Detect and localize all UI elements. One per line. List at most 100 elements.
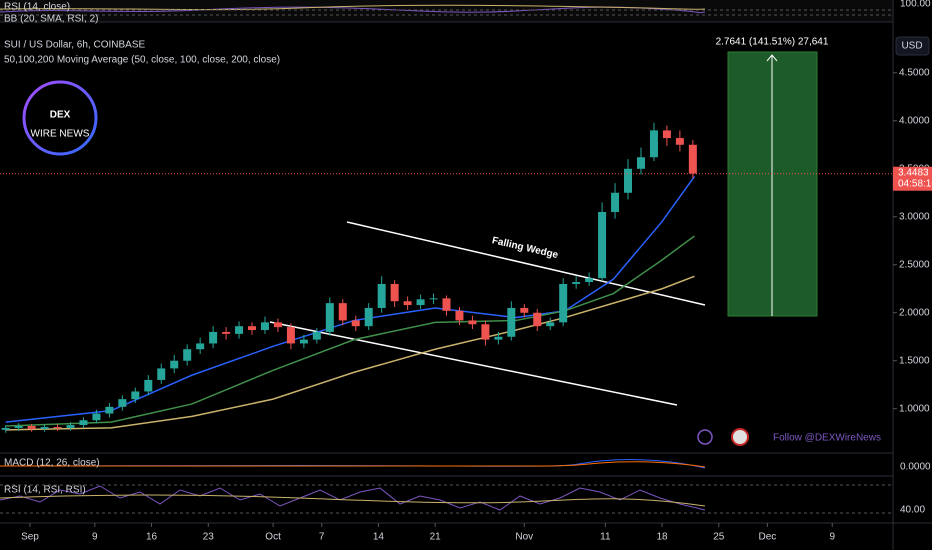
x-tick-label: Oct [265, 532, 281, 543]
icon [697, 429, 713, 445]
candle-body [209, 331, 218, 344]
macd-label: MACD (12, 26, close) [4, 458, 100, 469]
macd-line [0, 459, 706, 469]
rsi-label: RSI (14, RSI, RSI) [4, 485, 86, 496]
candle-body [53, 426, 62, 428]
x-tick-label: 9 [92, 532, 98, 543]
y-tick-label: 1.5000 [899, 355, 930, 366]
rsi-line [0, 485, 706, 511]
candle-body [662, 130, 671, 139]
candle-body [364, 307, 373, 327]
candle-body [144, 379, 153, 392]
x-tick-label: 25 [713, 532, 725, 543]
candle-body [248, 326, 257, 331]
candle-body [559, 283, 568, 323]
icon [731, 428, 749, 446]
candle-body [222, 331, 231, 334]
logo-ring [22, 80, 98, 156]
candle-body [649, 130, 658, 158]
candle-body [675, 138, 684, 145]
wedge-lower [269, 321, 678, 406]
candle-body [118, 399, 127, 407]
y-tick-label: 2.0000 [899, 307, 930, 318]
rsi-axis: 40.00 [900, 505, 925, 516]
candle-body [403, 301, 412, 306]
follow-text: Follow @DEXWireNews [773, 433, 881, 444]
candle-body [442, 298, 451, 311]
candle-body [585, 278, 594, 283]
candle-body [196, 343, 205, 350]
candle-body [273, 322, 282, 328]
x-tick-label: 11 [600, 532, 611, 543]
logo-sub: WIRE NEWS [31, 129, 90, 140]
candle-body [312, 331, 321, 340]
candle-body [481, 324, 490, 340]
candle-body [66, 425, 75, 428]
x-tick-label: 21 [430, 532, 442, 543]
y-tick-label: 4.0000 [899, 115, 930, 126]
candle-body [286, 327, 295, 344]
last-price-box [893, 166, 932, 191]
wedge-upper [346, 221, 706, 306]
top-axis-label: 100.00 [900, 0, 931, 10]
ma-legend: 50,100,200 Moving Average (50, close, 10… [4, 55, 280, 66]
y-tick-label: 3.0000 [899, 211, 930, 222]
position-arrowhead [766, 54, 778, 62]
x-tick-label: 23 [203, 532, 215, 543]
candle-body [494, 336, 503, 340]
symbol-title: SUI / US Dollar, 6h, COINBASE [4, 40, 145, 51]
logo-name: DEX [50, 110, 71, 121]
x-tick-label: 9 [829, 532, 835, 543]
x-tick-label: Sep [21, 532, 39, 543]
candle-body [455, 310, 464, 321]
candle-body [338, 303, 347, 321]
candle-body [377, 283, 386, 308]
position-label: 2.7641 (141.51%) 27,641 [716, 37, 829, 48]
rsi-ma-line [0, 494, 706, 507]
rsi-top-panel [0, 0, 893, 22]
candle-body [468, 320, 477, 325]
candle-body [390, 283, 399, 302]
macd-axis: 0.0000 [900, 462, 931, 473]
moving-average [5, 176, 696, 423]
y-tick-label: 2.5000 [899, 259, 930, 270]
candle-body [260, 322, 269, 331]
candle-body [611, 192, 620, 212]
candle-body [183, 349, 192, 361]
bb-line [0, 4, 706, 11]
y-tick-label: 1.0000 [899, 403, 930, 414]
x-tick-label: 14 [373, 532, 385, 543]
last-price: 3.4483 [898, 167, 929, 178]
candle-body [235, 326, 244, 334]
candle-body [636, 157, 645, 169]
moving-average [5, 235, 695, 427]
candle-body [533, 312, 542, 327]
candle-body [546, 322, 555, 327]
candle-body [520, 307, 529, 313]
candle-body [40, 426, 49, 429]
candle-body [299, 339, 308, 344]
currency-box[interactable] [895, 36, 930, 56]
x-tick-label: 16 [146, 532, 158, 543]
candle-body [105, 406, 114, 414]
moving-average [5, 275, 695, 431]
candle-body [1, 427, 10, 430]
x-tick-label: Nov [515, 532, 533, 543]
candle-body [325, 303, 334, 332]
candle-body [157, 368, 166, 380]
rsi-top-label: RSI (14, close) [4, 2, 70, 13]
y-tick-label: 4.5000 [899, 67, 930, 78]
candle-body [92, 413, 101, 421]
signal-line [0, 461, 706, 468]
candle-body [688, 144, 697, 174]
x-tick-label: Dec [758, 532, 776, 543]
candle-body [429, 298, 438, 300]
candle-body [27, 426, 36, 429]
currency: USD [901, 41, 922, 52]
bb-label: BB (20, SMA, RSI, 2) [4, 14, 98, 25]
candle-body [170, 360, 179, 369]
candle-body [572, 282, 581, 284]
countdown: 04:58:16 [898, 178, 932, 189]
